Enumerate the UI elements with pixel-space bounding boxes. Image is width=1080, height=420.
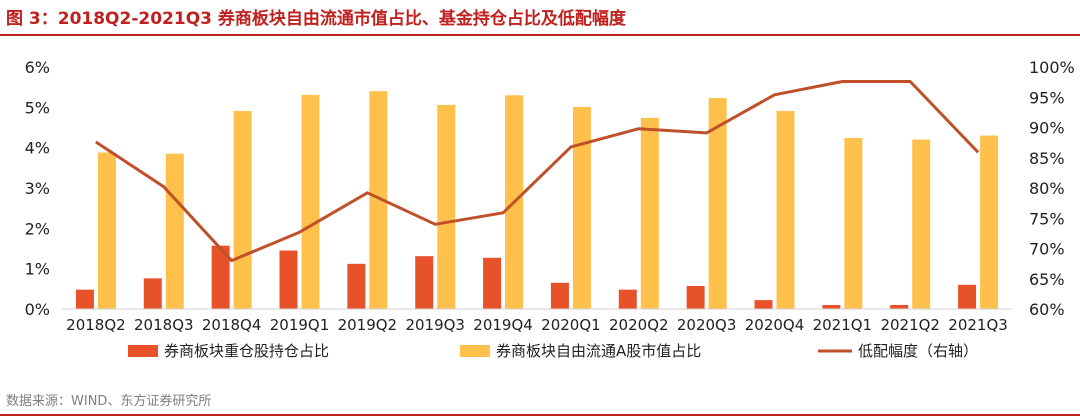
bar-market-cap-ratio [912,139,931,309]
bar-market-cap-ratio [97,152,116,309]
x-axis-tick-label: 2021Q2 [880,316,940,334]
x-axis-tick-label: 2019Q1 [270,316,330,334]
bar-market-cap-ratio [437,104,456,309]
bar-holding-ratio [822,304,841,309]
right-axis-tick-label: 60% [1029,300,1065,319]
right-axis-tick-label: 65% [1029,270,1065,289]
bar-market-cap-ratio [301,94,320,309]
x-axis-tick-label: 2018Q3 [134,316,194,334]
bar-market-cap-ratio [708,98,727,309]
right-axis-tick-label: 95% [1029,88,1065,107]
bar-market-cap-ratio [844,137,863,309]
bar-holding-ratio [279,250,298,309]
bar-market-cap-ratio [572,106,591,310]
bar-market-cap-ratio [233,110,252,309]
x-axis-tick-label: 2019Q2 [338,316,398,334]
right-axis-tick-label: 85% [1029,149,1065,168]
bar-holding-ratio [483,257,502,309]
bar-holding-ratio [618,289,637,309]
x-axis-tick-label: 2018Q2 [66,316,126,334]
bar-market-cap-ratio [165,153,184,309]
bar-holding-ratio [347,263,366,309]
left-axis-tick-label: 6% [25,58,50,77]
x-axis-tick-label: 2020Q3 [677,316,737,334]
legend-label-holding-ratio: 券商板块重仓股持仓占比 [164,342,329,360]
bar-market-cap-ratio [640,117,659,309]
left-axis-tick-label: 2% [25,219,50,238]
bottom-divider [0,414,1080,416]
bar-holding-ratio [211,245,230,309]
legend-swatch-holding-ratio [128,345,158,357]
bar-market-cap-ratio [980,135,999,309]
right-axis-tick-label: 100% [1029,58,1075,77]
bar-holding-ratio [686,286,705,309]
left-axis-tick-label: 5% [25,98,50,117]
bar-holding-ratio [754,300,773,309]
right-axis-tick-label: 80% [1029,179,1065,198]
right-axis-tick-label: 75% [1029,209,1065,228]
left-axis-tick-label: 1% [25,260,50,279]
bar-market-cap-ratio [369,91,388,309]
left-axis-tick-label: 0% [25,300,50,319]
x-axis-tick-label: 2018Q4 [202,316,262,334]
bar-holding-ratio [958,284,977,309]
x-axis-tick-label: 2020Q4 [745,316,805,334]
left-axis-tick-label: 4% [25,139,50,158]
title-divider [0,34,1080,36]
x-axis-tick-label: 2019Q3 [405,316,465,334]
legend-label-underweight: 低配幅度（右轴） [858,342,978,360]
bar-market-cap-ratio [776,110,795,309]
right-axis-tick-label: 90% [1029,119,1065,138]
x-axis-tick-label: 2021Q1 [813,316,873,334]
combo-chart: 0% 1% 2% 3% 4% 5% 6% 60% 65% 70% 75% 80% 85% 90% 95% 10… [25,58,1075,360]
right-axis-tick-label: 70% [1029,240,1065,259]
source-note: 数据来源：WIND、东方证券研究所 [6,394,212,409]
x-axis-tick-label: 2020Q2 [609,316,669,334]
x-axis-tick-label: 2021Q3 [948,316,1008,334]
left-axis-tick-label: 3% [25,179,50,198]
x-axis-tick-label: 2020Q1 [541,316,601,334]
bar-holding-ratio [415,256,434,309]
bar-holding-ratio [75,289,94,309]
line-underweight [95,80,980,263]
chart-title: 图 3：2018Q2-2021Q3 券商板块自由流通市值占比、基金持仓占比及低配… [6,9,626,29]
bar-holding-ratio [890,304,909,309]
legend-label-market-cap-ratio: 券商板块自由流通A股市值占比 [496,342,701,360]
bar-holding-ratio [143,278,162,309]
x-axis-tick-label: 2019Q4 [473,316,533,334]
legend-swatch-market-cap-ratio [460,345,490,357]
bar-holding-ratio [550,282,569,309]
